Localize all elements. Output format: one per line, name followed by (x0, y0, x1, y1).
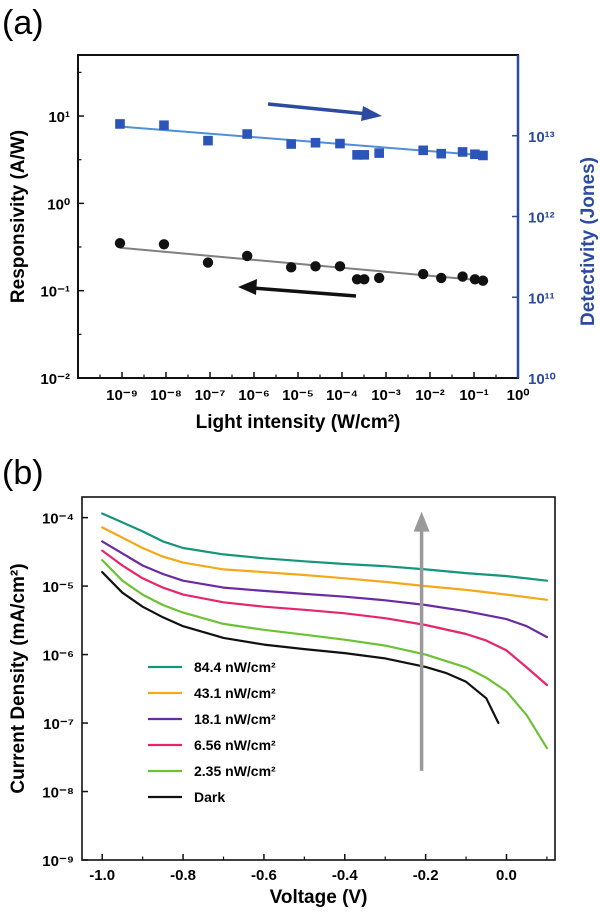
left-y-tick-label: 10⁻² (40, 371, 70, 388)
panel-a-x-axis-title: Light intensity (W/cm²) (196, 412, 401, 433)
y-tick-label: 10⁻⁶ (42, 648, 74, 665)
arrow-left-head (238, 279, 257, 295)
responsivity-point (202, 257, 214, 268)
y-tick-label: 10⁻⁸ (42, 785, 74, 802)
x-tick-label: -1.0 (89, 867, 115, 884)
fit-line-right (119, 125, 486, 157)
series-line-5 (101, 570, 500, 725)
series-line-0 (101, 512, 549, 582)
responsivity-point (359, 274, 370, 285)
legend-label-2: 18.1 nW/cm² (194, 711, 276, 727)
responsivity-point (351, 274, 363, 285)
detectivity-point (159, 120, 169, 131)
detectivity-point (418, 145, 428, 156)
x-tick-label: 0.0 (496, 867, 517, 884)
arrow-right-head (361, 106, 382, 121)
x-tick-label: 10⁻² (415, 387, 445, 404)
y-tick-label: 10⁻⁴ (42, 511, 74, 528)
right-y-tick-label: 10¹³ (528, 129, 555, 146)
panel-a-plot-frame (77, 54, 519, 379)
responsivity-point (477, 275, 489, 286)
y-tick-label: 10⁻⁷ (43, 716, 74, 733)
x-tick-label: 10⁻⁷ (195, 387, 226, 404)
x-tick-label: 10⁻⁴ (326, 387, 358, 404)
responsivity-point (373, 272, 385, 284)
left-y-tick-label: 10¹ (48, 109, 70, 126)
responsivity-point (436, 272, 447, 284)
panel-a-right-y-axis-title: Detectivity (Jones) (578, 157, 599, 326)
panel-b-label: (b) (2, 454, 44, 492)
detectivity-point (115, 119, 125, 129)
panel-b-plot-frame (81, 496, 556, 861)
x-tick-label: 10⁻⁹ (106, 387, 138, 404)
y-tick-label: 10⁻⁹ (42, 853, 74, 870)
legend-label-4: 2.35 nW/cm² (194, 763, 276, 779)
left-y-tick-label: 10⁻¹ (40, 284, 70, 301)
legend-label-0: 84.4 nW/cm² (194, 659, 276, 675)
detectivity-point (478, 150, 488, 161)
x-tick-label: 10⁰ (507, 387, 530, 404)
detectivity-point (310, 137, 321, 148)
series-line-2 (101, 540, 549, 639)
x-tick-label: -0.4 (332, 867, 359, 884)
detectivity-point (374, 148, 384, 158)
right-y-tick-label: 10¹² (528, 210, 555, 227)
detectivity-point (359, 150, 370, 160)
x-tick-label: -0.8 (170, 867, 196, 884)
responsivity-point (334, 261, 346, 272)
x-tick-label: -0.2 (413, 867, 439, 884)
detectivity-point (335, 138, 345, 149)
series-line-1 (101, 526, 549, 601)
detectivity-point (352, 150, 362, 160)
y-tick-label: 10⁻⁵ (42, 579, 74, 596)
left-y-tick-label: 10⁰ (47, 196, 70, 213)
responsivity-point (457, 271, 468, 282)
panel-b-x-axis-title: Voltage (V) (270, 887, 368, 908)
panel-a: (a) 10⁻⁹ 10⁻⁸ 10⁻⁷ 10⁻⁶ 10⁻⁵ 10⁻⁴ 10⁻³ 10⁻² 10⁻¹… (2, 4, 599, 433)
detectivity-point (203, 135, 213, 146)
x-tick-label: 10⁻³ (371, 387, 401, 404)
legend-label-5: Dark (194, 789, 225, 805)
detectivity-point (436, 148, 447, 159)
x-tick-label: 10⁻⁶ (238, 387, 270, 404)
responsivity-point (241, 250, 253, 262)
responsivity-point (114, 237, 126, 249)
series-line-3 (101, 549, 549, 687)
detectivity-point (470, 149, 480, 160)
x-tick-label: -0.6 (251, 867, 277, 884)
right-y-tick-label: 10¹¹ (528, 290, 555, 307)
x-tick-label: 10⁻¹ (459, 387, 489, 404)
x-tick-label: 10⁻⁵ (282, 387, 314, 404)
responsivity-point (158, 239, 170, 250)
panel-b: (b) -1.0 -0.8 -0.6 -0.4 -0.2 0.0 10⁻⁹ 10⁻⁸ 10⁻⁷… (2, 454, 556, 908)
increase-arrow-head (413, 511, 430, 532)
panel-a-left-y-axis-title: Responsivity (A/W) (8, 130, 29, 303)
x-tick-label: 10⁻⁸ (150, 387, 182, 404)
fit-line-left (119, 246, 486, 282)
detectivity-point (242, 129, 252, 139)
arrow-right-shaft (267, 102, 369, 116)
responsivity-point (469, 274, 481, 285)
detectivity-point (286, 139, 296, 149)
responsivity-point (310, 261, 321, 272)
right-y-tick-label: 10¹⁰ (528, 371, 556, 388)
responsivity-point (285, 262, 297, 273)
panel-b-y-axis-title: Current Density (mA/cm²) (8, 563, 29, 793)
panel-a-label: (a) (2, 4, 44, 42)
responsivity-point (417, 268, 429, 280)
legend-label-1: 43.1 nW/cm² (194, 685, 276, 701)
arrow-left-shaft (251, 286, 357, 298)
detectivity-point (457, 147, 468, 157)
series-line-4 (101, 558, 549, 750)
legend-label-3: 6.56 nW/cm² (194, 737, 276, 753)
